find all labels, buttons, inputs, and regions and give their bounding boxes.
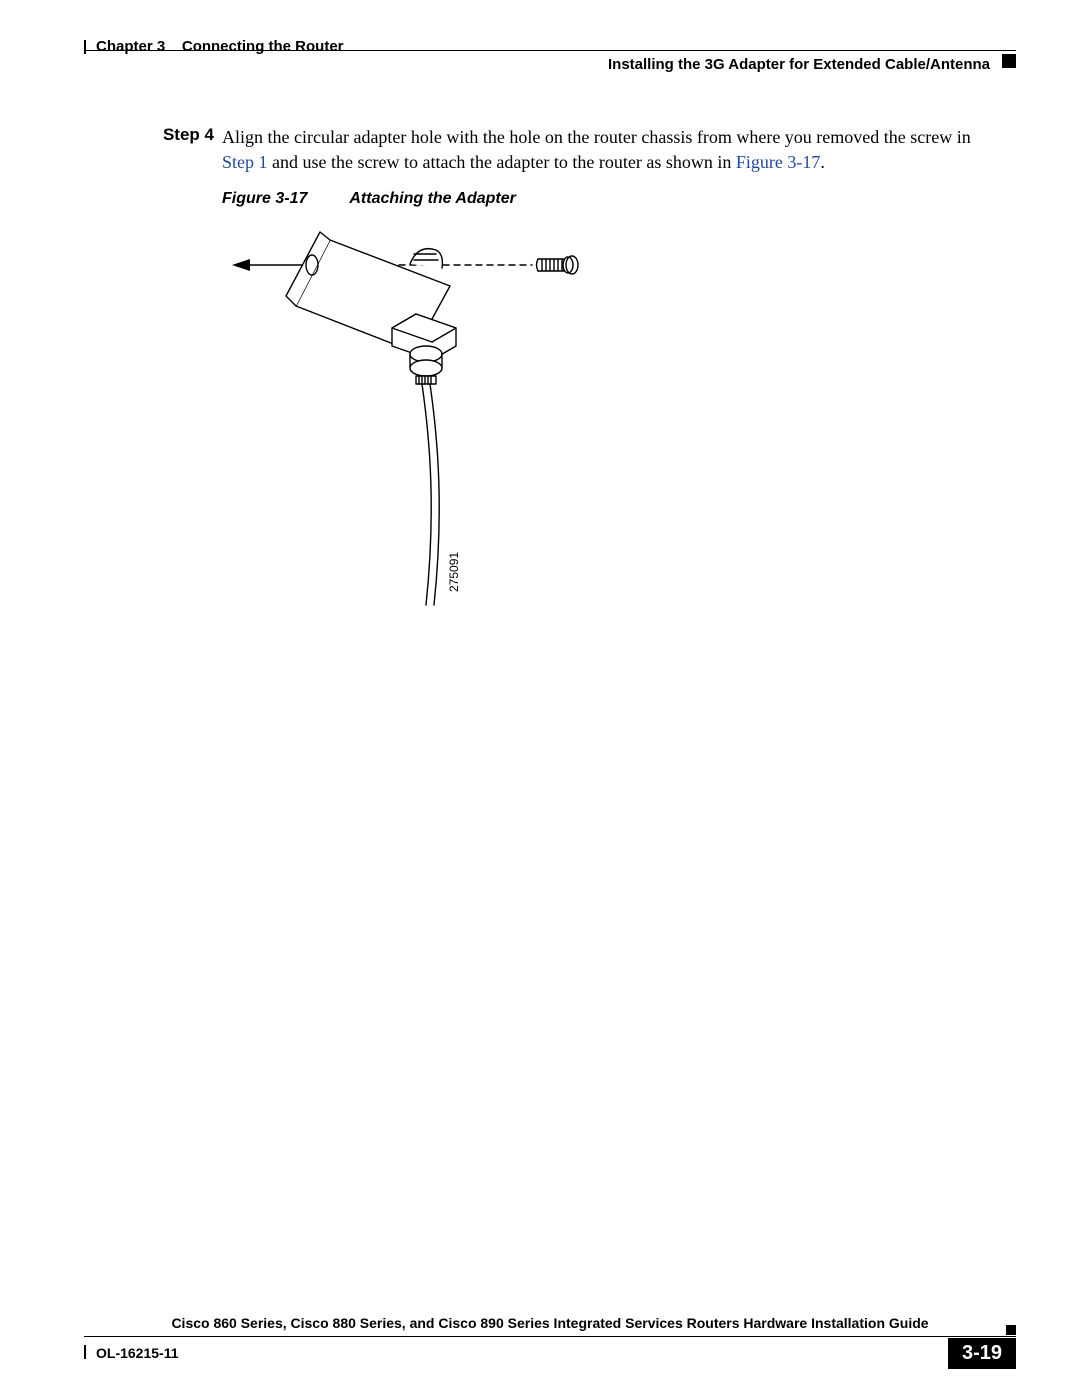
step-text-1: Align the circular adapter hole with the… [222, 127, 971, 147]
header-rule [84, 50, 1016, 51]
footer-left-tick [84, 1345, 86, 1359]
chapter-label: Chapter 3 [96, 38, 165, 55]
header-chapter: Chapter 3 Connecting the Router [96, 38, 344, 55]
footer-guide-title: Cisco 860 Series, Cisco 880 Series, and … [84, 1315, 1016, 1331]
step-text: Align the circular adapter hole with the… [222, 125, 1000, 175]
header-left-tick [84, 40, 86, 54]
step-text-2: and use the screw to attach the adapter … [268, 152, 736, 172]
link-step1[interactable]: Step 1 [222, 152, 268, 172]
footer-right-square [1006, 1325, 1016, 1335]
figure-title: Attaching the Adapter [349, 190, 516, 207]
footer-rule [84, 1336, 1016, 1337]
step-label: Step 4 [154, 125, 214, 145]
figure-diagram: 275091 [222, 210, 592, 610]
figure-number: Figure 3-17 [222, 190, 307, 207]
figure-caption: Figure 3-17 Attaching the Adapter [222, 190, 516, 208]
svg-text:275091: 275091 [447, 552, 461, 592]
header-section-title: Installing the 3G Adapter for Extended C… [608, 56, 990, 73]
chapter-title: Connecting the Router [182, 38, 344, 55]
footer-page-number: 3-19 [948, 1338, 1016, 1369]
link-figure[interactable]: Figure 3-17 [736, 152, 821, 172]
header-right-square [1002, 54, 1016, 68]
step-text-3: . [820, 152, 825, 172]
footer-doc-id: OL-16215-11 [96, 1345, 179, 1361]
